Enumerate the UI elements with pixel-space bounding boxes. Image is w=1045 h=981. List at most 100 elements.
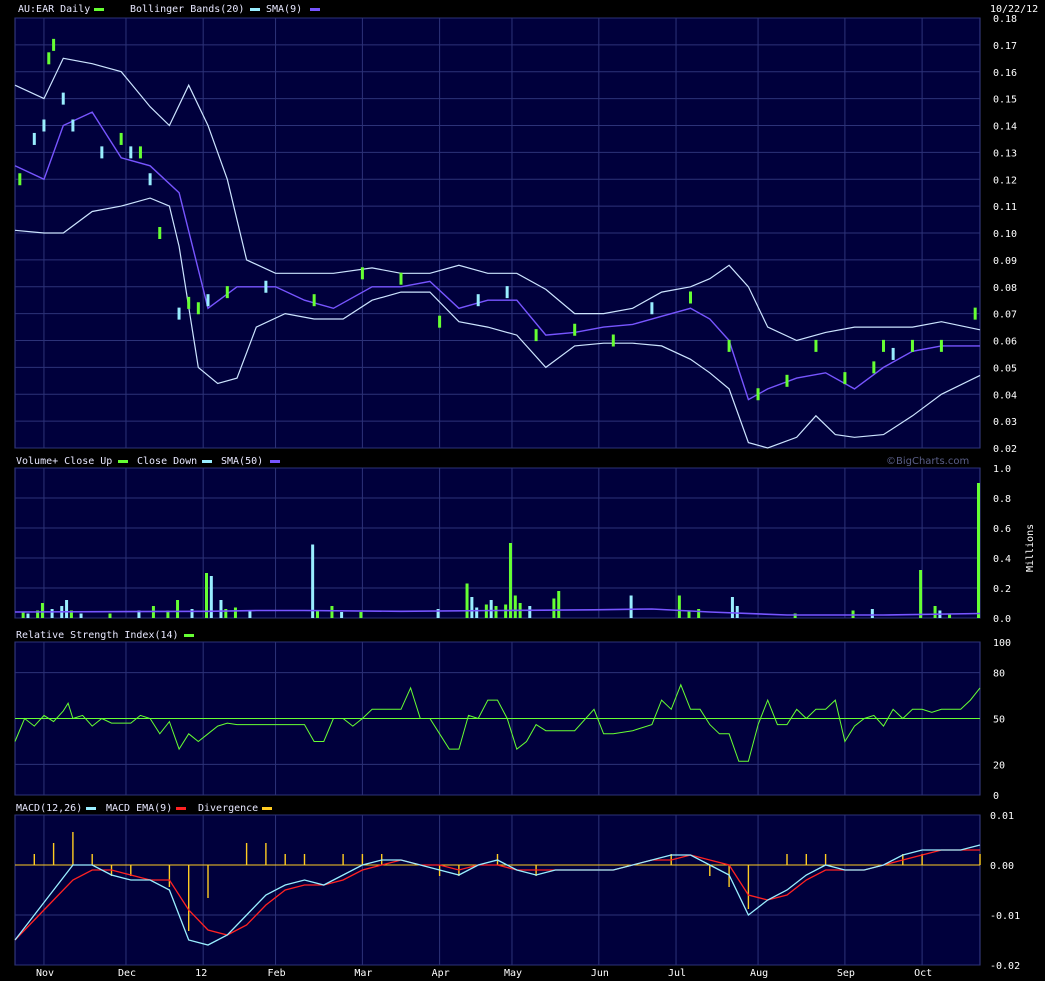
price-bar [939,339,943,352]
volume-bar [475,607,479,618]
macd-tick-label: -0.01 [990,911,1020,922]
price-tick-label: 0.17 [993,41,1017,52]
price-bar [505,286,509,299]
rsi-legend: Relative Strength Index(14) [16,630,179,641]
volume-bar [36,610,40,618]
price-bar [100,146,104,159]
volume-bar [205,573,208,618]
price-tick-label: 0.13 [993,148,1017,159]
volume-bar [977,483,980,618]
watermark: ©BigCharts.com [886,456,969,467]
price-legend-sma: SMA(9) [266,4,302,15]
macd-legend-divergence: Divergence [198,803,258,814]
price-bar [206,294,210,307]
price-bar [187,296,191,309]
macd-legend-swatch-ema [176,807,186,810]
price-bar [148,173,152,186]
price-tick-label: 0.07 [993,310,1017,321]
price-bar [534,329,538,342]
month-label: Nov [36,968,54,979]
volume-bar [730,597,734,618]
macd-ema-line [14,849,980,941]
price-bar [312,294,316,307]
macd-legend-macd: MACD(12,26) [16,803,82,814]
price-bar [138,146,142,159]
price-bar [158,227,162,239]
volume-sma-line [14,608,981,616]
bollinger-lower [14,197,981,449]
price-bar [650,302,654,315]
price-bar [891,347,895,360]
month-label: Mar [354,968,372,979]
volume-bar [248,610,252,618]
volume-bar [233,607,237,618]
month-label: Sep [837,968,855,979]
price-bar [47,52,51,65]
price-legend-bollinger: Bollinger Bands(20) [130,4,244,15]
bollinger-upper [14,57,981,342]
month-label: Oct [914,968,932,979]
macd-legend-swatch-macd [86,807,96,810]
volume-bar [50,609,54,618]
volume-bar [735,606,739,618]
price-bar [573,323,577,336]
price-legend-swatch-bb [250,8,260,11]
date-label: 10/22/12 [990,4,1038,15]
price-bar [727,339,731,352]
volume-bar [224,609,228,618]
price-tick-label: 0.05 [993,363,1017,374]
month-label: Feb [268,968,286,979]
macd-panel [15,815,980,965]
price-tick-label: 0.02 [993,444,1017,455]
price-tick-label: 0.11 [993,202,1017,213]
volume-bar [21,612,25,618]
price-legend-symbol: AU:EAR Daily [18,4,90,15]
volume-tick-label: 0.8 [993,494,1011,505]
price-bar [360,267,364,280]
volume-bar [552,598,556,618]
volume-tick-label: 0.6 [993,524,1011,535]
volume-bar [176,600,180,618]
volume-bar [870,609,874,618]
price-tick-label: 0.10 [993,229,1017,240]
price-bar [785,374,789,387]
price-bar [611,334,615,347]
volume-bar [504,604,508,618]
price-bar [42,119,46,132]
volume-legend-down: Close Down [137,456,197,467]
rsi-line [14,683,981,762]
macd-tick-label: 0.00 [990,861,1014,872]
price-bar [264,280,268,293]
volume-bar [190,609,194,618]
volume-tick-label: 1.0 [993,464,1011,475]
volume-bar [65,600,69,618]
volume-bar [948,613,952,618]
volume-bar [340,612,344,618]
price-bar [689,291,692,304]
chart-marks [14,38,981,946]
month-label: Dec [118,968,136,979]
price-bar [225,286,229,299]
month-label: 12 [195,968,207,979]
volume-bar [315,610,319,618]
rsi-tick-label: 0 [993,791,999,802]
rsi-legend-swatch [184,634,194,637]
price-bar [32,132,36,145]
volume-bar [137,610,141,618]
volume-bar [436,609,440,618]
price-tick-label: 0.12 [993,175,1017,186]
month-label: Aug [750,968,768,979]
volume-bar [513,595,517,618]
price-tick-label: 0.04 [993,390,1017,401]
price-tick-label: 0.08 [993,283,1017,294]
volume-bar [919,570,923,618]
volume-bar [69,610,73,618]
price-bar [973,307,977,320]
price-bar [119,132,123,145]
volume-bar [219,600,223,618]
macd-tick-label: -0.02 [990,961,1020,972]
volume-bar [209,576,213,618]
rsi-tick-label: 20 [993,760,1005,771]
volume-tick-label: 0.2 [993,584,1011,595]
